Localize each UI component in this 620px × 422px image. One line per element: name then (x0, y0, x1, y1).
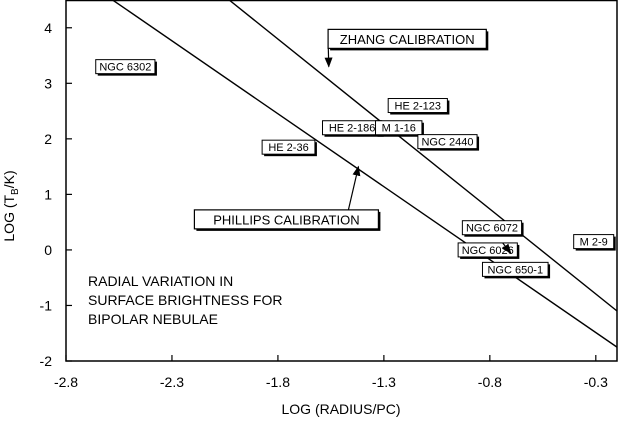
object-label: NGC 6026 (462, 245, 514, 257)
object-label-box: NGC 650-1 (481, 261, 551, 279)
x-tick-label: -2.3 (160, 374, 184, 390)
object-label-box: NGC 6302 (95, 59, 157, 76)
object-label-box: HE 2-186 (321, 120, 384, 137)
calibration-line-zhang (228, 0, 617, 312)
x-tick-label: -0.8 (478, 374, 502, 390)
object-label: HE 2-36 (268, 142, 308, 154)
ngc6026-arrow (502, 242, 512, 254)
x-tick-label: -2.8 (54, 374, 78, 390)
object-label-box: NGC 6026 (457, 242, 520, 259)
plot-frame (65, 0, 618, 362)
object-label: HE 2-123 (395, 101, 441, 113)
object-label: M 2-9 (580, 237, 608, 249)
object-label: NGC 2440 (421, 137, 473, 149)
x-axis-title: LOG (RADIUS/PC) (281, 401, 400, 417)
y-tick-label: 1 (44, 186, 52, 202)
y-axis-title: LOG (TB/K) (1, 170, 21, 241)
object-label-box: M 1-16 (375, 120, 424, 137)
y-axis-title-sub: B (10, 188, 21, 195)
y-tick-label: 0 (44, 242, 52, 258)
object-label-box: NGC 6072 (461, 220, 524, 237)
y-tick-label: 4 (44, 20, 52, 36)
object-label-box: NGC 2440 (417, 134, 480, 151)
object-label: NGC 6302 (99, 62, 151, 74)
y-tick-label: 2 (44, 131, 52, 147)
note-line-1: RADIAL VARIATION IN (88, 273, 233, 289)
object-label-box: M 2-9 (573, 234, 616, 251)
calibration-line-phillips (112, 0, 617, 348)
note-line-2: SURFACE BRIGHTNESS FOR (88, 292, 282, 308)
y-tick-label: -2 (40, 353, 53, 369)
callout-box: ZHANG CALIBRATION (327, 28, 489, 51)
y-tick-label: 3 (44, 75, 52, 91)
callout-box: PHILLIPS CALIBRATION (193, 209, 381, 231)
annotation-note: RADIAL VARIATION IN SURFACE BRIGHTNESS F… (88, 273, 282, 327)
object-label: HE 2-186 (329, 123, 375, 135)
callout-label: ZHANG CALIBRATION (340, 32, 475, 47)
callout-label: PHILLIPS CALIBRATION (213, 212, 359, 227)
object-label: NGC 650-1 (487, 264, 543, 276)
object-label-box: HE 2-36 (261, 139, 317, 157)
object-label: NGC 6072 (466, 223, 518, 235)
y-tick-label: -1 (40, 297, 53, 313)
note-line-3: BIPOLAR NEBULAE (88, 311, 218, 327)
x-tick-label: -0.3 (584, 374, 608, 390)
y-axis-title-main: LOG (T (1, 195, 17, 242)
y-axis-title-group: LOG (TB/K) (1, 170, 21, 241)
y-axis-title-tail: /K) (1, 170, 17, 188)
object-label: M 1-16 (382, 123, 416, 135)
callout-arrow (347, 165, 361, 211)
object-label-box: HE 2-123 (387, 98, 450, 115)
x-tick-label: -1.3 (372, 374, 396, 390)
x-tick-label: -1.8 (266, 374, 290, 390)
